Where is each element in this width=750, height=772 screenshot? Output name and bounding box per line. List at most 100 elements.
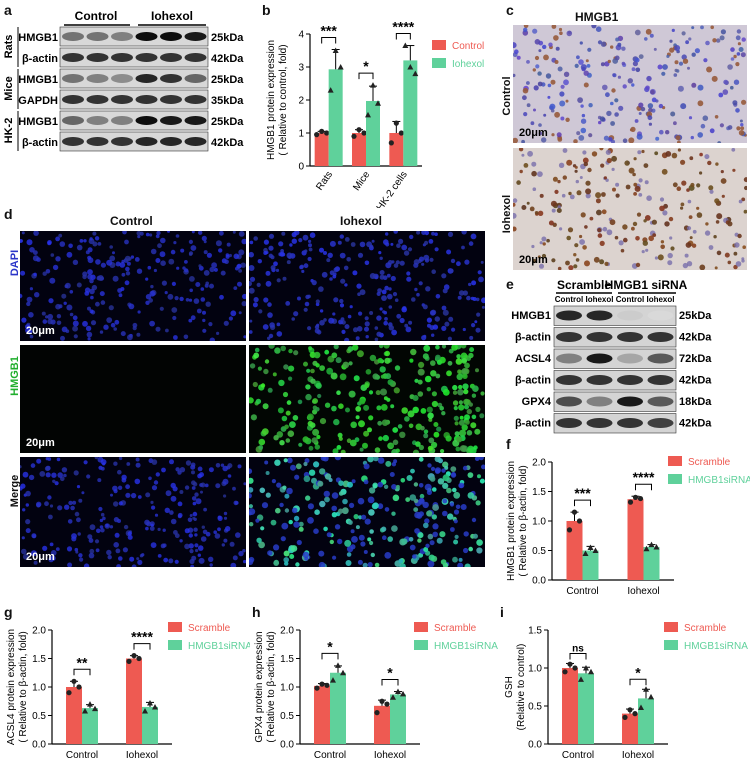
cell-nucleus [200,536,207,542]
cell-nucleus [396,313,402,319]
cell-nucleus [538,49,542,53]
cell-nucleus [562,175,567,180]
panel-letter-c: c [506,2,514,18]
cell-nucleus [622,224,628,230]
cell-nucleus [337,538,343,545]
cell-nucleus [275,268,280,272]
cell-nucleus [471,280,477,286]
cell-nucleus [541,236,547,242]
cell-nucleus [121,272,126,277]
if-image-merge-iohexol [249,457,485,567]
data-point [337,64,344,70]
cell-nucleus [464,419,470,425]
cell-nucleus [280,345,286,352]
blot-band [617,332,643,342]
cell-nucleus [513,42,517,49]
cell-nucleus [113,542,119,548]
cell-nucleus [233,286,238,290]
cell-nucleus [20,465,22,469]
cell-nucleus [469,335,474,340]
cell-texture [249,457,485,567]
cell-nucleus [362,442,368,449]
cell-nucleus [620,248,625,253]
cell-nucleus [574,63,579,68]
cell-nucleus [312,405,318,410]
cell-nucleus [235,532,241,538]
cell-nucleus [56,314,62,319]
cell-nucleus [632,221,638,227]
cell-nucleus [548,42,553,47]
cell-nucleus [577,97,583,103]
cell-nucleus [274,459,281,466]
cell-nucleus [283,458,288,463]
cell-nucleus [711,75,718,82]
bar [126,658,142,744]
cell-nucleus [461,368,468,375]
cell-nucleus [349,439,357,447]
cell-nucleus [255,518,260,523]
cell-nucleus [315,382,322,389]
cell-nucleus [298,526,304,532]
size-label: 42kDa [211,137,244,149]
cell-nucleus [601,209,607,215]
data-point [592,547,599,553]
cell-nucleus [464,563,471,567]
data-point [370,82,376,88]
cell-nucleus [445,435,452,442]
cell-nucleus [474,320,478,324]
cell-nucleus [273,261,278,267]
cell-nucleus [710,25,714,30]
cell-nucleus [88,552,95,559]
cell-nucleus [230,562,237,567]
blot-band [160,53,182,62]
cell-nucleus [377,288,382,293]
cell-nucleus [662,210,668,216]
cell-nucleus [615,193,620,198]
cell-nucleus [423,345,431,352]
cell-nucleus [551,208,556,213]
cell-nucleus [579,41,583,45]
cell-nucleus [200,490,203,494]
cell-nucleus [543,54,549,61]
cell-nucleus [453,539,459,545]
cell-nucleus [242,293,246,300]
cell-nucleus [276,322,281,327]
cell-nucleus [377,420,383,426]
cell-nucleus [358,311,363,316]
cell-nucleus [164,291,168,295]
cell-nucleus [452,487,457,493]
cell-nucleus [582,245,587,250]
cell-nucleus [727,64,733,70]
cell-nucleus [408,320,413,325]
cell-nucleus [599,148,604,151]
cell-nucleus [384,350,390,357]
cell-nucleus [580,104,584,108]
cell-nucleus [715,220,720,224]
cell-nucleus [48,298,54,304]
cell-nucleus [350,544,356,550]
cell-nucleus [145,492,151,498]
cell-nucleus [319,247,324,253]
cell-nucleus [546,238,550,243]
legend-swatch [432,58,446,68]
cell-nucleus [428,417,433,422]
cell-nucleus [587,167,592,173]
cell-nucleus [603,176,607,180]
blot-band [556,375,582,385]
significance-label: * [327,638,333,654]
cell-nucleus [240,262,246,268]
cell-nucleus [459,429,466,437]
cell-nucleus [376,315,382,321]
cell-nucleus [387,293,393,300]
cell-nucleus [324,402,331,408]
cell-nucleus [28,474,35,481]
cell-nucleus [307,517,314,524]
cell-nucleus [634,29,641,36]
cell-nucleus [439,531,446,538]
y-axis-label: ( Relative to β-actin, fold) [266,631,277,742]
cell-nucleus [426,489,432,495]
cell-nucleus [647,115,653,121]
cell-nucleus [173,241,177,245]
cell-nucleus [385,460,392,467]
cell-nucleus [317,393,322,399]
